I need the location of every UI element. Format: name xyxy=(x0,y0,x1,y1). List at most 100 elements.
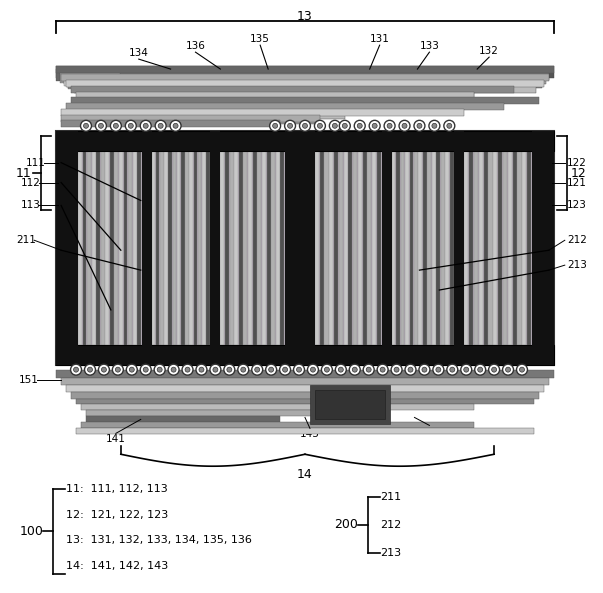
Text: 132: 132 xyxy=(479,46,499,56)
Bar xyxy=(423,151,427,345)
Text: 141: 141 xyxy=(106,434,126,444)
Bar xyxy=(484,151,488,345)
Bar xyxy=(66,103,504,110)
Bar xyxy=(61,109,464,116)
Bar xyxy=(522,151,526,345)
Circle shape xyxy=(475,364,485,375)
Circle shape xyxy=(182,364,193,375)
Circle shape xyxy=(140,120,151,131)
Bar xyxy=(262,151,266,345)
Circle shape xyxy=(461,364,472,375)
Bar xyxy=(76,428,534,434)
Bar xyxy=(344,151,347,345)
Bar xyxy=(142,131,152,365)
Bar xyxy=(362,151,367,345)
Circle shape xyxy=(478,367,482,372)
Circle shape xyxy=(505,367,511,372)
Bar xyxy=(339,151,343,345)
Bar xyxy=(74,86,536,93)
Bar xyxy=(202,151,206,345)
Text: 200: 200 xyxy=(334,518,358,531)
Circle shape xyxy=(273,123,277,128)
Circle shape xyxy=(269,367,274,372)
Bar xyxy=(142,131,152,365)
Text: 135: 135 xyxy=(250,34,270,44)
Circle shape xyxy=(432,123,437,128)
Circle shape xyxy=(352,367,357,372)
Circle shape xyxy=(464,367,469,372)
Bar xyxy=(56,69,116,81)
Circle shape xyxy=(321,364,332,375)
Bar xyxy=(56,131,554,151)
Circle shape xyxy=(433,364,444,375)
Bar xyxy=(488,151,493,345)
Text: 13:  131, 132, 133, 134, 135, 136: 13: 131, 132, 133, 134, 135, 136 xyxy=(66,535,252,546)
Circle shape xyxy=(414,120,425,131)
Bar xyxy=(110,151,114,345)
Circle shape xyxy=(357,123,362,128)
Circle shape xyxy=(144,123,148,128)
Circle shape xyxy=(280,364,291,375)
Bar xyxy=(253,151,257,345)
Circle shape xyxy=(447,364,458,375)
Bar xyxy=(115,151,118,345)
Bar xyxy=(285,131,315,365)
Bar xyxy=(128,151,132,345)
Bar xyxy=(56,345,554,365)
Bar xyxy=(382,131,391,365)
Circle shape xyxy=(450,367,455,372)
Circle shape xyxy=(332,123,337,128)
Bar xyxy=(446,151,449,345)
Bar xyxy=(83,151,86,345)
Text: 14:  141, 142, 143: 14: 141, 142, 143 xyxy=(66,561,168,571)
Bar xyxy=(81,404,474,410)
Text: 213: 213 xyxy=(567,260,587,270)
Bar xyxy=(353,151,357,345)
Bar xyxy=(56,131,78,365)
Circle shape xyxy=(71,364,81,375)
Circle shape xyxy=(343,123,347,128)
Bar xyxy=(441,151,444,345)
Bar xyxy=(68,78,128,89)
Bar xyxy=(334,151,338,345)
Bar xyxy=(64,76,546,84)
Bar xyxy=(58,133,552,363)
Circle shape xyxy=(185,367,190,372)
Bar xyxy=(418,151,422,345)
Text: 12:  121, 122, 123: 12: 121, 122, 123 xyxy=(66,510,168,519)
Bar xyxy=(198,151,201,345)
Circle shape xyxy=(387,123,392,128)
Text: 12: 12 xyxy=(571,167,587,180)
Circle shape xyxy=(314,120,326,131)
Circle shape xyxy=(363,364,374,375)
Bar xyxy=(248,151,252,345)
Bar xyxy=(527,151,531,345)
Bar xyxy=(71,97,539,104)
Text: 113: 113 xyxy=(21,200,41,211)
Text: 100: 100 xyxy=(19,525,43,538)
Bar xyxy=(414,151,418,345)
Circle shape xyxy=(405,364,416,375)
Circle shape xyxy=(338,367,343,372)
Circle shape xyxy=(502,364,514,375)
Bar xyxy=(271,151,275,345)
Circle shape xyxy=(112,364,124,375)
Bar xyxy=(508,151,512,345)
Circle shape xyxy=(324,367,329,372)
Text: 133: 133 xyxy=(420,41,440,51)
Bar xyxy=(60,72,120,83)
Bar xyxy=(498,151,502,345)
Circle shape xyxy=(241,367,246,372)
Bar xyxy=(469,151,473,345)
Circle shape xyxy=(402,123,407,128)
Bar xyxy=(532,131,554,365)
Circle shape xyxy=(154,364,165,375)
Bar xyxy=(96,109,374,115)
Bar xyxy=(372,151,376,345)
Circle shape xyxy=(297,367,302,372)
Circle shape xyxy=(140,364,151,375)
Bar xyxy=(106,119,315,124)
Bar xyxy=(56,369,554,378)
Circle shape xyxy=(417,123,422,128)
Bar xyxy=(61,115,320,122)
